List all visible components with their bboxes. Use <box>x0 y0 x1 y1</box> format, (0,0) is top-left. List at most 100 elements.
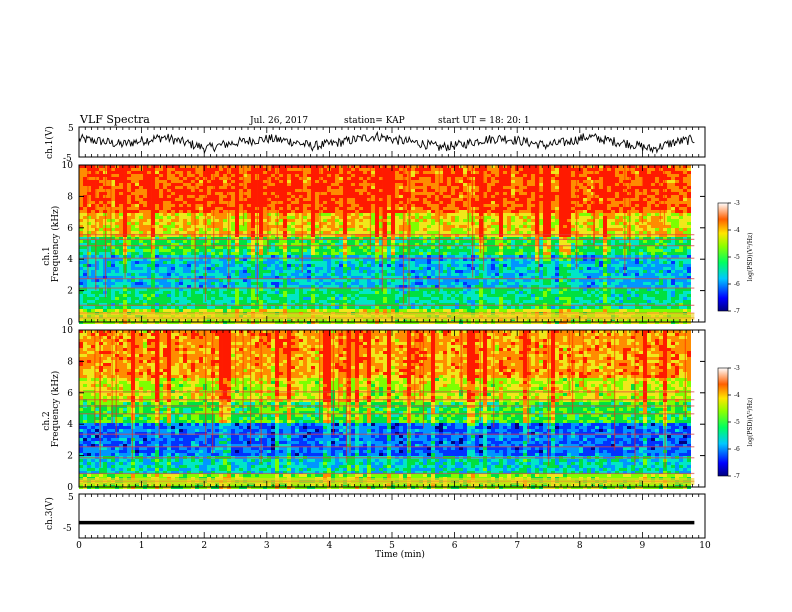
spectrogram-cell <box>447 234 451 237</box>
spectrogram-cell <box>251 249 255 252</box>
spectrogram-cell <box>135 207 139 210</box>
spectrogram-cell <box>399 216 403 219</box>
spectrogram-cell <box>439 246 443 249</box>
spectrogram-cell <box>499 243 503 246</box>
spectrogram-cell <box>327 198 331 201</box>
spectrogram-cell <box>491 168 495 171</box>
spectrogram-cell <box>399 201 403 204</box>
spectrogram-cell <box>547 234 551 237</box>
spectrogram-cell <box>355 198 359 201</box>
spectrogram-cell <box>171 228 175 231</box>
spectrogram-cell <box>199 246 203 249</box>
spectrogram-cell <box>351 213 355 216</box>
spectrogram-cell <box>639 165 643 168</box>
spectrogram-cell <box>587 174 591 177</box>
spectrogram-cell <box>643 222 647 225</box>
spectrogram-cell <box>323 234 327 237</box>
spectrogram-cell <box>299 192 303 195</box>
spectrogram-cell <box>515 189 519 192</box>
spectrogram-cell <box>635 228 639 231</box>
spectrogram-cell <box>347 177 351 180</box>
spectrogram-cell <box>143 189 147 192</box>
spectrogram-cell <box>655 234 659 237</box>
spectrogram-cell <box>379 231 383 234</box>
spectrogram-cell <box>499 240 503 243</box>
spectrogram-cell <box>371 195 375 198</box>
spectrogram-cell <box>207 240 211 243</box>
spectrogram-cell <box>675 174 679 177</box>
spectrogram-cell <box>391 168 395 171</box>
spectrogram-cell <box>627 252 631 255</box>
spectrogram-cell <box>375 177 379 180</box>
spectrogram-cell <box>591 216 595 219</box>
spectrogram-cell <box>543 183 547 186</box>
spectrogram-cell <box>599 258 603 261</box>
spectrogram-cell <box>323 237 327 240</box>
spectrogram-cell <box>327 231 331 234</box>
spectrogram-cell <box>83 207 87 210</box>
spectrogram-cell <box>83 222 87 225</box>
spectrogram-cell <box>167 165 171 168</box>
spectrogram-cell <box>155 195 159 198</box>
spectrogram-cell <box>379 234 383 237</box>
spectrogram-cell <box>607 240 611 243</box>
spectrogram-cell <box>595 219 599 222</box>
spectrogram-cell <box>167 240 171 243</box>
spectrogram-cell <box>111 189 115 192</box>
spectrogram-cell <box>663 231 667 234</box>
spectrogram-cell <box>107 255 111 258</box>
spectrogram-cell <box>379 183 383 186</box>
spectrogram-cell <box>591 213 595 216</box>
spectrogram-cell <box>403 228 407 231</box>
spectrogram-cell <box>287 231 291 234</box>
spectrogram-cell <box>111 243 115 246</box>
spectrogram-cell <box>579 249 583 252</box>
spectrogram-cell <box>483 189 487 192</box>
spectrogram-cell <box>399 231 403 234</box>
spectrogram-cell <box>243 195 247 198</box>
spectrogram-cell <box>495 258 499 261</box>
spectrogram-cell <box>319 180 323 183</box>
spectrogram-cell <box>99 243 103 246</box>
spectrogram-cell <box>519 207 523 210</box>
spectrogram-cell <box>243 165 247 168</box>
spectrogram-cell <box>335 177 339 180</box>
spectrogram-cell <box>535 168 539 171</box>
spectrogram-cell <box>211 258 215 261</box>
spectrogram-cell <box>495 225 499 228</box>
spectrogram-cell <box>91 177 95 180</box>
spectrogram-cell <box>579 219 583 222</box>
spectrogram-cell <box>379 213 383 216</box>
spectrogram-cell <box>335 195 339 198</box>
spectrogram-cell <box>419 225 423 228</box>
spectrogram-cell <box>259 207 263 210</box>
spectrogram-cell <box>427 204 431 207</box>
spectrogram-cell <box>395 168 399 171</box>
spectrogram-cell <box>455 171 459 174</box>
spectrogram-cell <box>415 192 419 195</box>
spectrogram-cell <box>487 174 491 177</box>
spectrogram-cell <box>671 201 675 204</box>
spectrogram-cell <box>87 174 91 177</box>
spectrogram-cell <box>331 216 335 219</box>
spectrogram-cell <box>543 177 547 180</box>
spectrogram-cell <box>231 177 235 180</box>
spectrogram-cell <box>239 204 243 207</box>
spectrogram-cell <box>211 171 215 174</box>
spectrogram-cell <box>635 222 639 225</box>
spectrogram-cell <box>279 210 283 213</box>
spectrogram-cell <box>79 204 83 207</box>
spectrogram-cell <box>395 195 399 198</box>
spectrogram-cell <box>287 210 291 213</box>
spectrogram-cell <box>399 207 403 210</box>
spectrogram-cell <box>163 216 167 219</box>
spectrogram-cell <box>551 219 555 222</box>
spectrogram-cell <box>223 261 227 264</box>
spectrogram-cell <box>259 243 263 246</box>
spectrogram-cell <box>531 255 535 258</box>
spectrogram-cell <box>387 195 391 198</box>
spectrogram-cell <box>175 201 179 204</box>
spectrogram-cell <box>363 240 367 243</box>
spectrogram-cell <box>287 186 291 189</box>
spectrogram-cell <box>483 195 487 198</box>
